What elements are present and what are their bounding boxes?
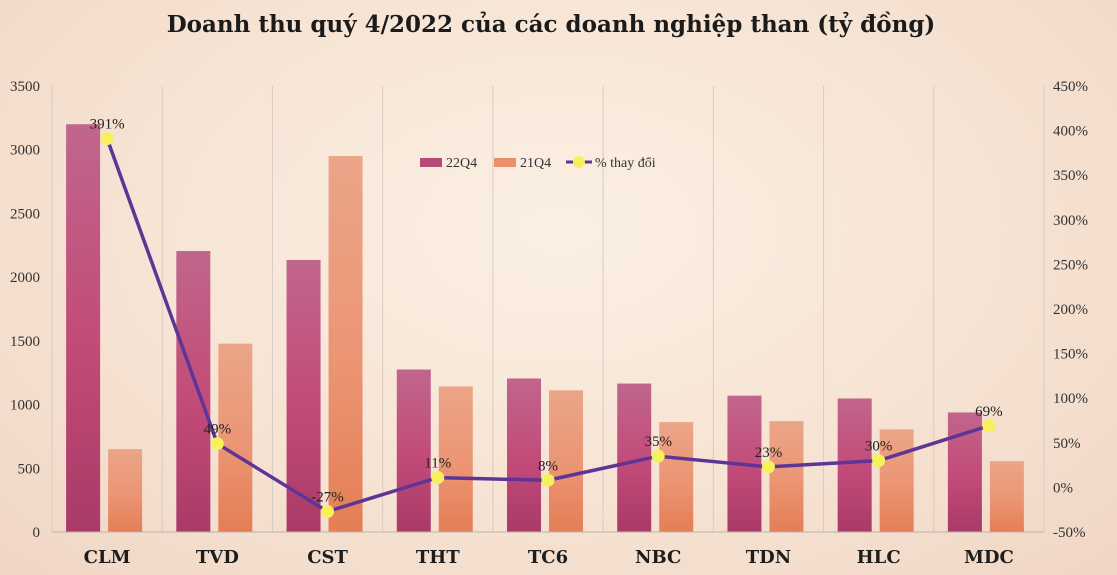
x-tick-label: MDC: [964, 547, 1014, 568]
y-right-tick-label: -50%: [1053, 525, 1086, 541]
bar-21q4: [108, 449, 143, 532]
x-tick-label: TC6: [528, 547, 568, 568]
y-right-tick-label: 0%: [1053, 480, 1073, 496]
line-point: [541, 473, 555, 487]
line-point: [982, 419, 996, 433]
line-series: 391% 49% -27% 11% 8% 35% 23% 30% 69%: [90, 117, 1003, 518]
y-right-tick-label: 300%: [1053, 213, 1088, 229]
data-label: 35%: [644, 434, 672, 450]
y-left-tick-label: 0: [33, 525, 41, 541]
x-tick-label: TVD: [196, 547, 239, 568]
legend-label-pct: % thay đổi: [595, 156, 656, 171]
y-right-tick-label: 150%: [1053, 347, 1088, 363]
y-right-tick-label: 50%: [1053, 436, 1081, 452]
data-label: 49%: [204, 422, 232, 438]
x-tick-label: NBC: [635, 547, 681, 568]
data-label: 8%: [538, 458, 558, 474]
line-point: [210, 437, 224, 451]
y-left-tick-label: 1500: [10, 334, 40, 350]
data-label: -27%: [311, 489, 344, 505]
data-label: 23%: [755, 445, 783, 461]
bar-21q4: [549, 390, 583, 532]
legend-marker-pct: [573, 156, 585, 168]
legend: 22Q4 21Q4 % thay đổi: [420, 156, 656, 171]
x-tick-label: HLC: [857, 547, 901, 568]
x-tick-label: CST: [307, 547, 348, 568]
data-label: 391%: [90, 117, 125, 133]
y-left-tick-label: 2500: [10, 206, 40, 222]
grid: [161, 86, 935, 532]
y-left-tick-label: 3500: [10, 79, 40, 95]
y-right-tick-label: 200%: [1053, 302, 1088, 318]
bar-22q4: [837, 398, 872, 532]
bar-22q4: [507, 378, 541, 532]
line-point: [651, 449, 665, 463]
bar-22q4: [66, 124, 101, 532]
bar-21q4: [218, 343, 253, 532]
bar-22q4: [396, 369, 431, 532]
line-point: [321, 504, 335, 518]
x-tick-label: TDN: [746, 547, 791, 568]
y-right-tick-label: 250%: [1053, 257, 1088, 273]
bar-21q4: [328, 156, 363, 533]
data-label: 11%: [424, 456, 451, 472]
y-left-tick-label: 2000: [10, 270, 40, 286]
bar-21q4: [438, 386, 473, 532]
y-right-tick-label: 350%: [1053, 168, 1088, 184]
y-left-tick-label: 3000: [10, 143, 40, 159]
legend-label-21q4: 21Q4: [520, 156, 551, 171]
y-right-tick-label: 450%: [1053, 79, 1088, 95]
bar-21q4: [879, 429, 914, 532]
bars: [66, 124, 1024, 533]
data-label: 30%: [865, 439, 893, 455]
legend-swatch-22q4: [420, 158, 442, 167]
y-right-tick-label: 100%: [1053, 391, 1088, 407]
axes: 0 500 1000 1500 2000 2500 3000 3500 -50% 0% 50% 100…: [10, 79, 1088, 568]
x-tick-label: THT: [416, 547, 460, 568]
y-right-tick-label: 400%: [1053, 124, 1088, 140]
data-label: 69%: [975, 404, 1003, 420]
bar-21q4: [989, 461, 1024, 532]
x-tick-label: CLM: [84, 547, 131, 568]
y-left-tick-label: 1000: [10, 398, 40, 414]
y-left-tick-label: 500: [18, 461, 41, 477]
chart-title: Doanh thu quý 4/2022 của các doanh nghiệ…: [167, 11, 936, 38]
bar-21q4: [659, 422, 694, 532]
line-point: [100, 132, 114, 146]
bar-22q4: [176, 251, 211, 532]
legend-label-22q4: 22Q4: [446, 156, 477, 171]
bar-22q4: [286, 259, 321, 532]
legend-swatch-21q4: [494, 158, 516, 167]
line-point: [431, 471, 445, 485]
bar-21q4: [769, 421, 804, 532]
line-point: [872, 454, 886, 468]
line-point: [761, 460, 775, 474]
